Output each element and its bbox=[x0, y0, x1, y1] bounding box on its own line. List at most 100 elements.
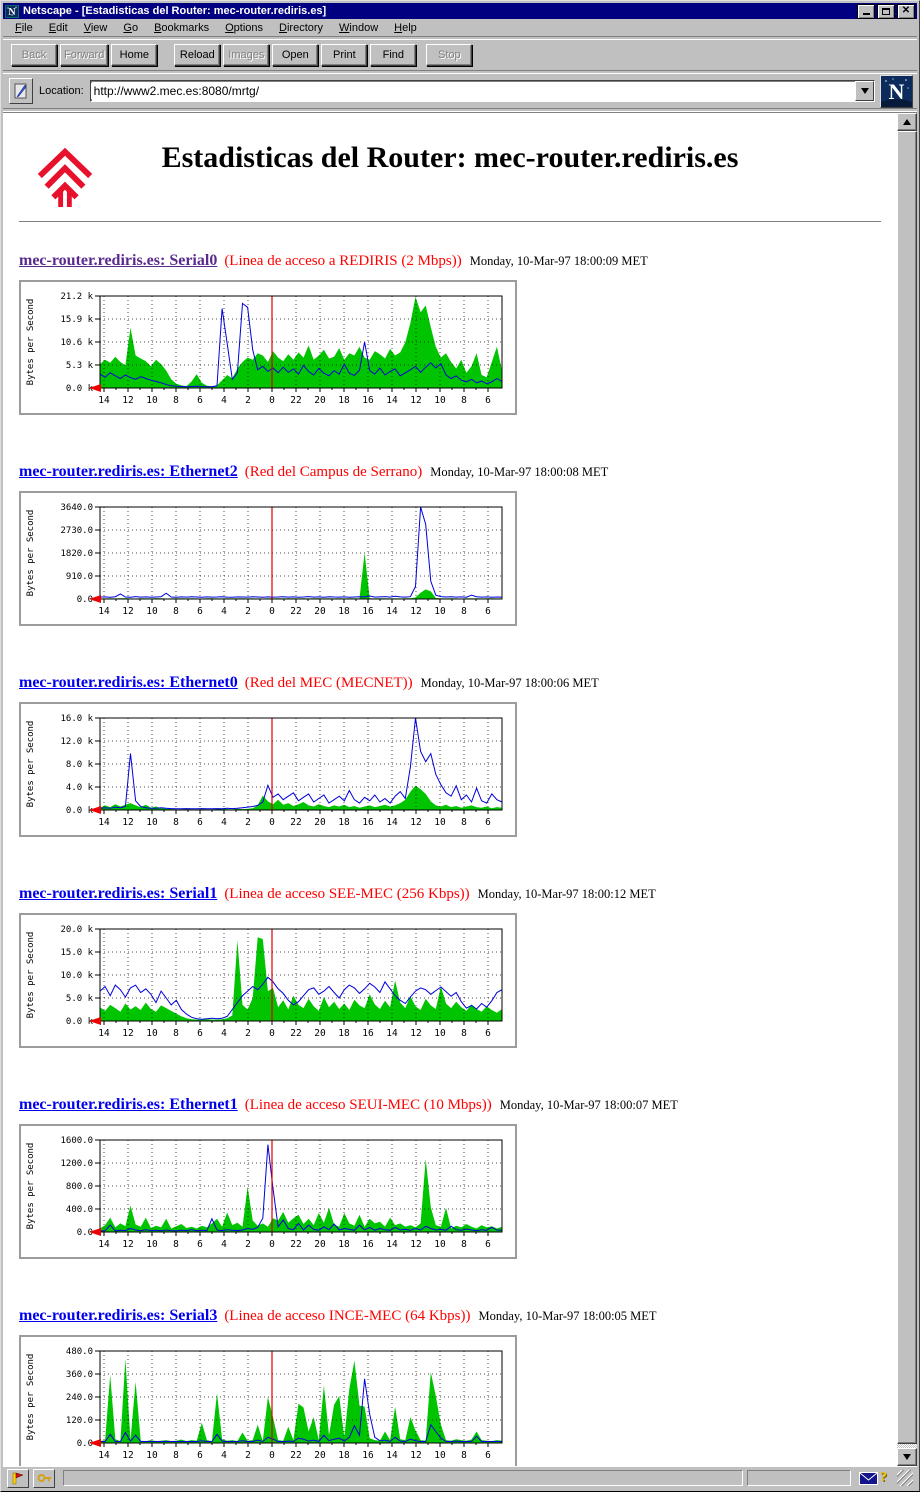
timestamp: Monday, 10-Mar-97 18:00:09 MET bbox=[469, 254, 648, 268]
svg-text:12: 12 bbox=[410, 1239, 421, 1250]
svg-text:4: 4 bbox=[221, 606, 227, 617]
menu-bar: File Edit View Go Bookmarks Options Directory W… bbox=[3, 19, 917, 36]
svg-text:15.0 k: 15.0 k bbox=[60, 948, 93, 958]
scroll-up-button[interactable] bbox=[897, 113, 917, 131]
svg-text:0.0 k: 0.0 k bbox=[66, 806, 94, 816]
page-header: Estadisticas del Router: mec-router.redi… bbox=[19, 141, 881, 207]
menu-directory[interactable]: Directory bbox=[279, 21, 324, 34]
mail-status[interactable]: ? bbox=[859, 1470, 887, 1486]
traffic-in-area bbox=[100, 296, 502, 388]
close-button[interactable]: ✕ bbox=[897, 3, 915, 19]
svg-text:10: 10 bbox=[434, 606, 446, 617]
svg-text:360.0: 360.0 bbox=[66, 1370, 93, 1380]
maximize-button[interactable] bbox=[877, 3, 895, 19]
svg-text:18: 18 bbox=[338, 1450, 350, 1461]
key-icon[interactable] bbox=[33, 1468, 55, 1488]
scrollbar-thumb[interactable] bbox=[897, 131, 917, 1444]
svg-text:Bytes per Second: Bytes per Second bbox=[26, 932, 36, 1019]
traffic-in-area bbox=[100, 1358, 502, 1443]
svg-text:8: 8 bbox=[173, 606, 179, 617]
page-link-quill-icon[interactable] bbox=[9, 78, 33, 104]
svg-text:12: 12 bbox=[122, 1450, 133, 1461]
svg-text:6: 6 bbox=[485, 395, 491, 406]
location-input[interactable] bbox=[90, 83, 855, 99]
reload-button[interactable]: Reload bbox=[174, 44, 221, 66]
interface-link[interactable]: mec-router.rediris.es: Ethernet2 bbox=[19, 463, 238, 480]
svg-text:14: 14 bbox=[386, 606, 398, 617]
svg-text:0.0: 0.0 bbox=[77, 1439, 93, 1449]
svg-text:16.0 k: 16.0 k bbox=[60, 714, 93, 724]
section-heading: mec-router.rediris.es: Serial1 (Linea de … bbox=[19, 884, 881, 904]
interface-link[interactable]: mec-router.rediris.es: Ethernet1 bbox=[19, 1096, 238, 1113]
interface-link[interactable]: mec-router.rediris.es: Serial1 bbox=[19, 885, 218, 902]
mrtg-graph-image[interactable]: Bytes per Second 1600.0 1200.0 800.0 400.0 0.… bbox=[19, 1124, 517, 1259]
svg-text:22: 22 bbox=[290, 817, 301, 828]
mrtg-graph: Bytes per Second 480.0 360.0 240.0 120.0 0.0 1… bbox=[21, 1337, 515, 1466]
menu-window[interactable]: Window bbox=[339, 21, 379, 34]
svg-text:10: 10 bbox=[146, 606, 158, 617]
menu-go[interactable]: Go bbox=[123, 21, 139, 34]
svg-text:14: 14 bbox=[98, 1239, 110, 1250]
find-button[interactable]: Find bbox=[370, 44, 417, 66]
svg-text:14: 14 bbox=[386, 1239, 398, 1250]
interface-description: (Linea de acceso SEE-MEC (256 Kbps)) bbox=[224, 886, 470, 902]
router-section: mec-router.rediris.es: Ethernet2 (Red del… bbox=[19, 462, 881, 626]
mrtg-graph: Bytes per Second3640.02730.01820.0910.00… bbox=[21, 493, 515, 624]
interface-link[interactable]: mec-router.rediris.es: Ethernet0 bbox=[19, 674, 238, 691]
svg-text:12: 12 bbox=[122, 817, 133, 828]
menu-help[interactable]: Help bbox=[394, 21, 417, 34]
netscape-logo[interactable]: N bbox=[880, 74, 913, 108]
svg-text:Bytes per Second: Bytes per Second bbox=[26, 721, 36, 808]
open-button[interactable]: Open bbox=[272, 44, 319, 66]
scroll-down-button[interactable] bbox=[897, 1448, 917, 1466]
key-glyph bbox=[37, 1474, 51, 1482]
svg-text:Bytes per Second: Bytes per Second bbox=[26, 510, 36, 597]
location-dropdown-button[interactable] bbox=[855, 81, 874, 101]
svg-text:6: 6 bbox=[485, 817, 491, 828]
mrtg-graph: Bytes per Second 21.2 k 15.9 k 10.6 k 5.3 k 0… bbox=[21, 282, 515, 413]
router-section: mec-router.rediris.es: Serial0 (Linea de … bbox=[19, 251, 881, 415]
svg-text:10.6 k: 10.6 k bbox=[60, 338, 93, 348]
svg-text:18: 18 bbox=[338, 395, 350, 406]
menu-file[interactable]: File bbox=[15, 21, 33, 34]
mrtg-graph-image[interactable]: Bytes per Second 480.0 360.0 240.0 120.0 0.0 1… bbox=[19, 1335, 517, 1466]
mrtg-graph-image[interactable]: Bytes per Second 21.2 k 15.9 k 10.6 k 5.3 k 0… bbox=[19, 280, 517, 415]
svg-text:0: 0 bbox=[269, 395, 275, 406]
resize-grip[interactable] bbox=[897, 1470, 913, 1486]
svg-text:10: 10 bbox=[146, 1239, 158, 1250]
svg-text:21.2 k: 21.2 k bbox=[60, 292, 93, 302]
interface-link[interactable]: mec-router.rediris.es: Serial0 bbox=[19, 252, 218, 269]
sections-list: mec-router.rediris.es: Serial0 (Linea de … bbox=[19, 251, 881, 1466]
svg-text:Bytes per Second: Bytes per Second bbox=[26, 1354, 36, 1441]
mrtg-graph-image[interactable]: Bytes per Second 3640.0 2730.0 1820.0 910.0 0… bbox=[19, 491, 517, 626]
svg-text:2: 2 bbox=[245, 1028, 251, 1039]
print-button[interactable]: Print bbox=[321, 44, 368, 66]
minimize-button[interactable] bbox=[857, 3, 875, 19]
menu-bookmarks[interactable]: Bookmarks bbox=[154, 21, 210, 34]
menu-edit[interactable]: Edit bbox=[48, 21, 68, 34]
svg-text:12.0 k: 12.0 k bbox=[60, 737, 93, 747]
menu-view[interactable]: View bbox=[83, 21, 108, 34]
now-arrow-icon bbox=[89, 1017, 101, 1025]
security-flag-icon[interactable] bbox=[7, 1468, 29, 1488]
svg-text:0: 0 bbox=[269, 817, 275, 828]
menu-options[interactable]: Options bbox=[225, 21, 264, 34]
now-arrow-icon bbox=[89, 384, 101, 392]
svg-text:1600.0: 1600.0 bbox=[60, 1136, 93, 1146]
svg-text:8: 8 bbox=[173, 1239, 179, 1250]
home-button[interactable]: Home bbox=[111, 44, 158, 66]
svg-text:14: 14 bbox=[98, 395, 110, 406]
help-question-icon: ? bbox=[880, 1470, 887, 1485]
vertical-scrollbar[interactable] bbox=[897, 113, 917, 1466]
netscape-app-icon: N bbox=[5, 4, 19, 18]
location-bar: Location: N bbox=[3, 74, 917, 108]
svg-text:1200.0: 1200.0 bbox=[60, 1159, 93, 1169]
maximize-icon bbox=[882, 7, 890, 15]
divider bbox=[3, 36, 917, 40]
svg-text:N: N bbox=[889, 79, 905, 104]
interface-link[interactable]: mec-router.rediris.es: Serial3 bbox=[19, 1307, 218, 1324]
mrtg-graph-image[interactable]: Bytes per Second 16.0 k 12.0 k 8.0 k 4.0 k 0.… bbox=[19, 702, 517, 837]
now-arrow-icon bbox=[89, 1228, 101, 1236]
interface-description: (Linea de acceso a REDIRIS (2 Mbps)) bbox=[224, 253, 462, 269]
